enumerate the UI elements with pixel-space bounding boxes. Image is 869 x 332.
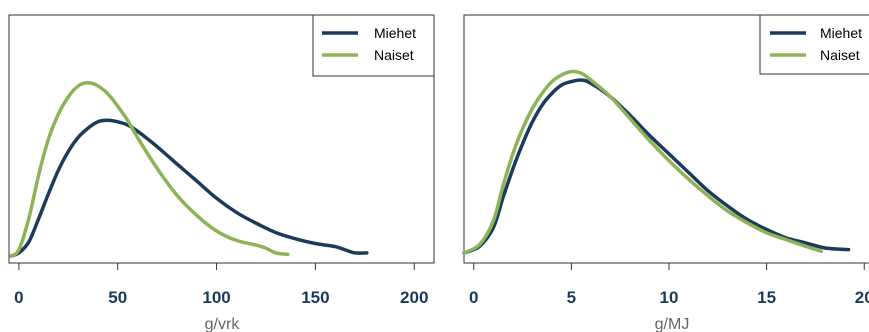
x-tick-label: 100 [202,288,230,307]
x-tick-label: 50 [108,288,127,307]
x-tick-label: 5 [567,288,576,307]
curves-right [462,69,851,255]
legend-label-miehet: Miehet [820,25,862,41]
series-line-naiset [462,69,824,255]
series-line-naiset [9,81,290,258]
legend-label-naiset: Naiset [374,47,414,63]
chart-panel-right: 0 5 10 15 20 g/MJ Miehet Naiset [462,14,869,332]
x-tick-label: 20 [855,288,869,307]
legend-right: Miehet Naiset [759,14,869,75]
curves-left [9,81,369,258]
x-tick-label: 15 [757,288,776,307]
series-line-miehet [462,78,851,255]
x-axis-label-right: g/MJ [655,316,690,332]
x-axis-label-left: g/vrk [205,316,241,332]
x-tick-label: 0 [469,288,478,307]
x-tick-label: 200 [400,288,428,307]
x-tick-label: 150 [301,288,329,307]
legend-box-right [759,14,869,75]
x-ticks-left: 0 50 100 150 200 [14,263,428,307]
series-line-miehet [9,118,369,258]
legend-label-miehet: Miehet [374,25,416,41]
x-ticks-right: 0 5 10 15 20 [469,263,869,307]
legend-label-naiset: Naiset [820,47,860,63]
chart-panel-left: 0 50 100 150 200 g/vrk Miehet Naiset [8,14,435,332]
x-tick-label: 10 [660,288,679,307]
legend-box-left [312,14,435,77]
legend-left: Miehet Naiset [312,14,435,77]
x-tick-label: 0 [14,288,23,307]
